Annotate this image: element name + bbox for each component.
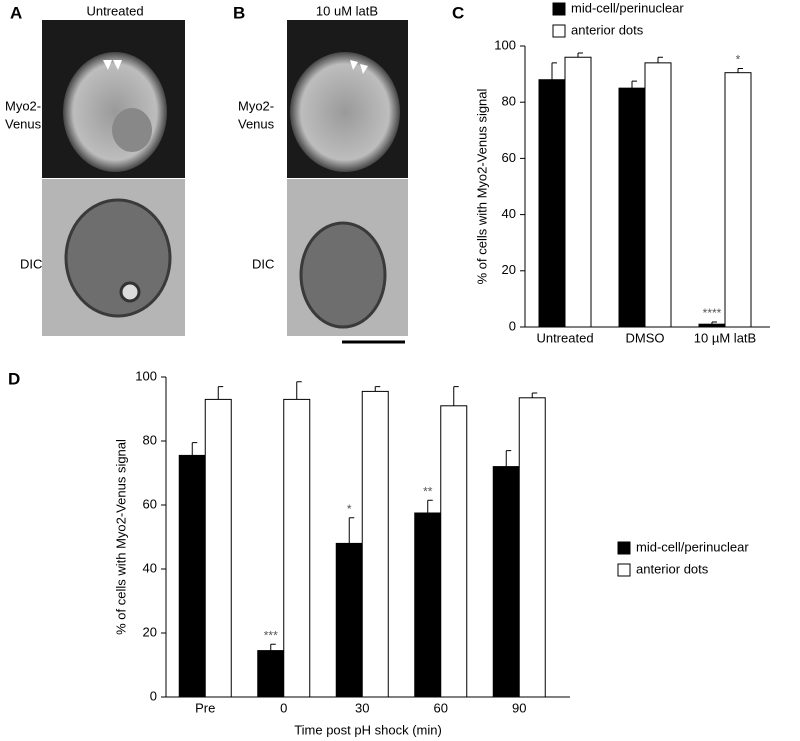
y-tick-label: 60 xyxy=(143,496,157,511)
legend-swatch xyxy=(552,24,566,38)
legend-label: mid-cell/perinuclear xyxy=(571,0,684,15)
significance: ** xyxy=(423,484,433,498)
arrowheads xyxy=(103,60,122,70)
panel-letter: C xyxy=(452,3,464,22)
row-label: DIC xyxy=(20,256,42,271)
legend-swatch xyxy=(552,2,566,16)
significance: * xyxy=(347,502,352,516)
panel-a-images xyxy=(42,20,185,336)
row-label: Venus xyxy=(5,116,42,131)
x-tick-label: 0 xyxy=(280,700,287,715)
row-label: Myo2- xyxy=(238,98,274,113)
error-bar xyxy=(427,499,433,513)
bar xyxy=(257,650,285,698)
panel-title: Untreated xyxy=(86,3,143,18)
error-bar xyxy=(577,52,583,58)
nucleus xyxy=(112,108,152,152)
y-tick-label: 100 xyxy=(135,368,157,383)
y-tick-label: 0 xyxy=(150,688,157,703)
panel-b-images xyxy=(287,20,408,344)
bar xyxy=(518,397,546,698)
error-bar xyxy=(348,517,355,544)
arrowheads xyxy=(350,60,368,74)
cell xyxy=(290,52,400,172)
error-bar xyxy=(531,392,538,398)
bar xyxy=(492,466,520,698)
error-bar xyxy=(191,442,198,456)
y-tick-label: 80 xyxy=(143,432,157,447)
error-bar xyxy=(296,381,302,400)
legend-swatch xyxy=(617,541,631,555)
panel-letter: B xyxy=(233,3,245,22)
y-tick-label: 60 xyxy=(502,150,516,165)
error-bar xyxy=(711,321,717,325)
y-tick-label: 40 xyxy=(502,206,516,221)
x-tick-label: 30 xyxy=(355,700,369,715)
row-label: Venus xyxy=(238,116,275,131)
bar xyxy=(440,405,468,698)
bar xyxy=(564,56,592,328)
error-bar xyxy=(631,80,637,89)
error-bar xyxy=(453,386,459,406)
legend-label: mid-cell/perinuclear xyxy=(636,539,749,554)
row-label: Myo2- xyxy=(5,98,41,113)
x-tick-label: 90 xyxy=(512,700,526,715)
x-tick-label: Untreated xyxy=(536,330,593,345)
bar xyxy=(361,390,389,698)
cell xyxy=(64,198,172,318)
legend-label: anterior dots xyxy=(571,22,644,37)
error-bar xyxy=(374,386,381,392)
legend-label: anterior dots xyxy=(636,561,709,576)
y-tick-label: 100 xyxy=(494,37,516,52)
error-bar xyxy=(270,643,276,651)
bar xyxy=(644,62,672,328)
significance: * xyxy=(736,53,741,67)
bar xyxy=(283,398,311,698)
x-axis-label: Time post pH shock (min) xyxy=(294,722,442,737)
error-bar xyxy=(505,450,512,467)
bar xyxy=(538,79,566,328)
y-axis-label: % of cells with Myo2-Venus signal xyxy=(474,88,489,284)
y-tick-label: 20 xyxy=(143,624,157,639)
bar xyxy=(178,454,206,698)
panel-letter: D xyxy=(8,369,20,388)
y-tick-label: 0 xyxy=(509,318,516,333)
cell xyxy=(63,52,167,172)
row-label: DIC xyxy=(252,256,274,271)
cell xyxy=(299,221,387,329)
bar xyxy=(335,542,363,698)
error-bar xyxy=(737,67,743,73)
vacuole xyxy=(119,281,141,303)
x-tick-label: 10 µM latB xyxy=(694,330,756,345)
y-tick-label: 20 xyxy=(502,262,516,277)
bar xyxy=(724,72,752,328)
y-axis-label: % of cells with Myo2-Venus signal xyxy=(113,439,128,635)
x-tick-label: Pre xyxy=(195,700,215,715)
legend-swatch xyxy=(617,563,631,577)
panel-title: 10 uM latB xyxy=(316,3,378,18)
error-bar xyxy=(551,62,557,80)
y-tick-label: 80 xyxy=(502,94,516,109)
bar xyxy=(204,398,232,698)
panel-letter: A xyxy=(10,3,22,22)
x-tick-label: DMSO xyxy=(626,330,665,345)
bar xyxy=(414,512,442,698)
significance: *** xyxy=(264,628,278,642)
error-bar xyxy=(217,386,224,400)
x-tick-label: 60 xyxy=(434,700,448,715)
y-tick-label: 40 xyxy=(143,560,157,575)
bar xyxy=(618,87,646,328)
significance: **** xyxy=(703,306,722,320)
error-bar xyxy=(657,56,663,63)
